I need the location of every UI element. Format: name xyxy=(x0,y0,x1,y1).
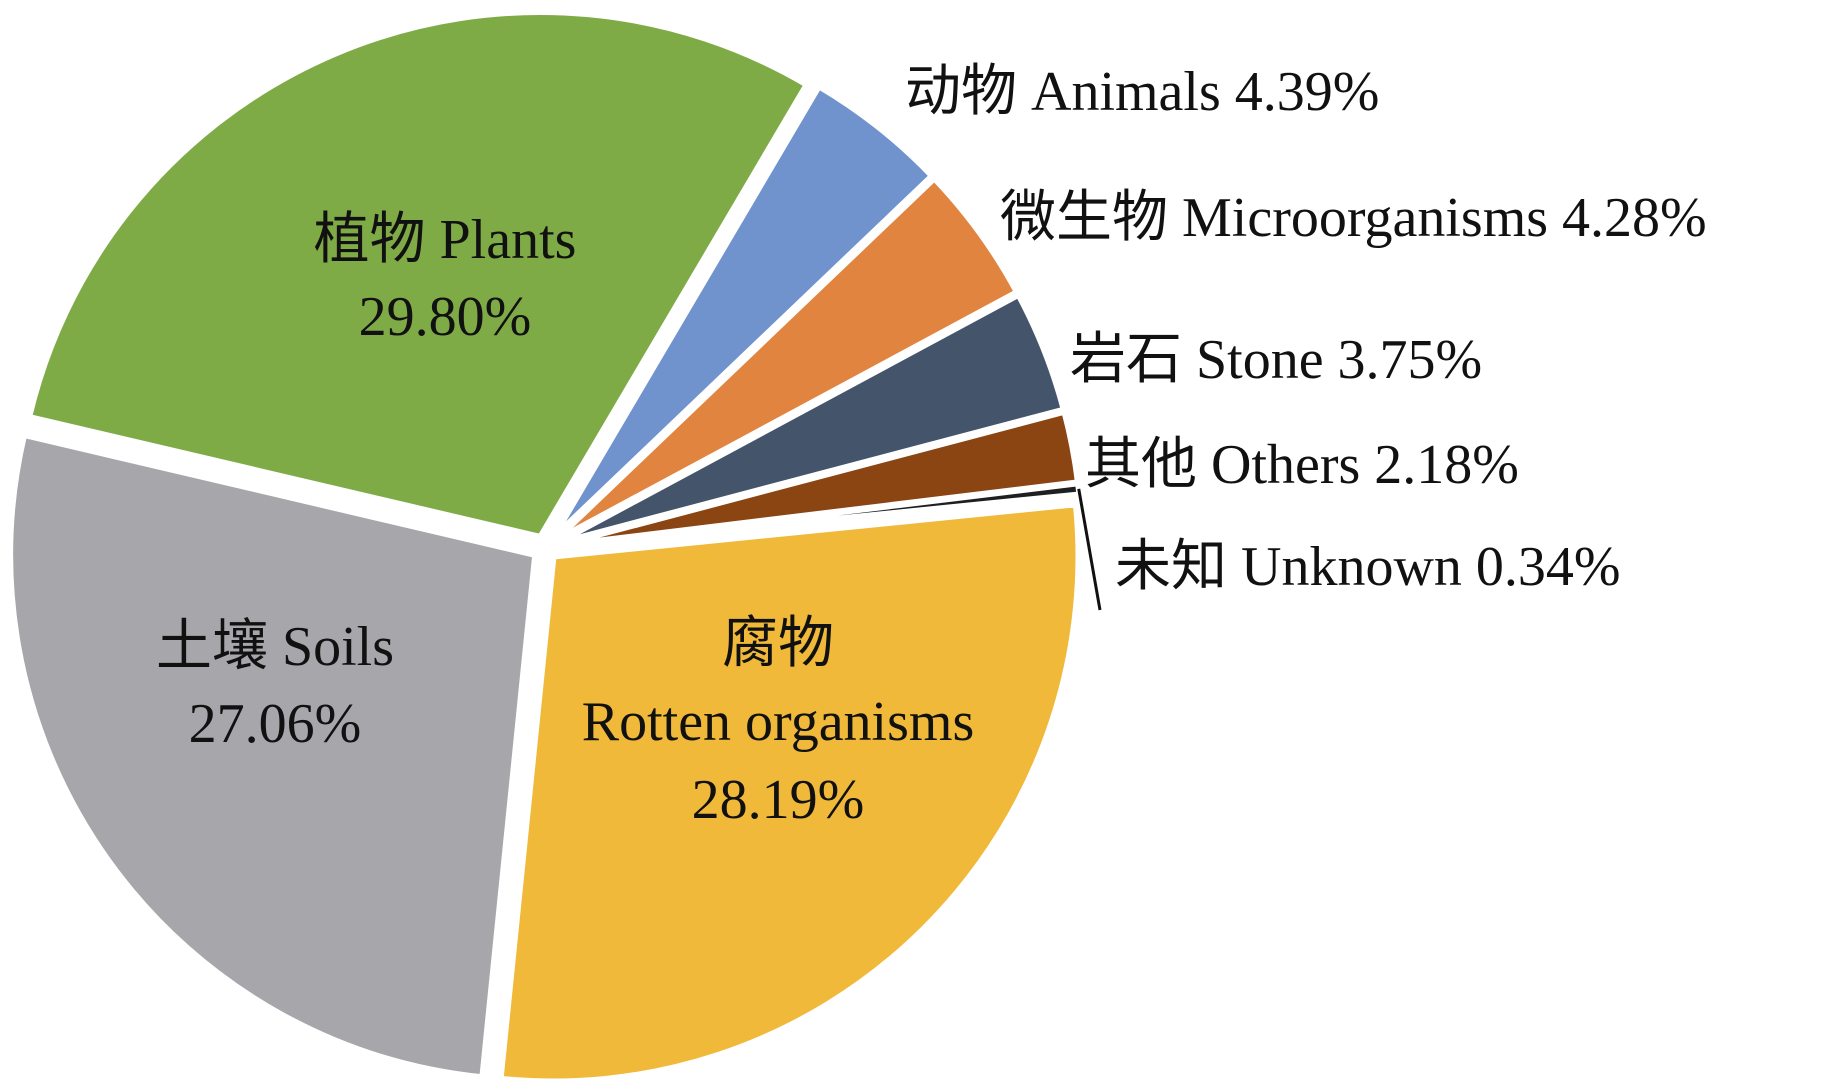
pie-slice-7 xyxy=(25,8,811,541)
slice-name-label-5: 腐物 xyxy=(722,613,834,675)
slice-name-label-5: Rotten organisms xyxy=(582,691,975,753)
slice-label-1: 微生物 Microorganisms 4.28% xyxy=(1000,187,1707,249)
pie-slice-1 xyxy=(552,174,1022,544)
slice-value-label-6: 27.06% xyxy=(189,693,362,755)
pie-labels: 动物 Animals 4.39% 微生物 Microorganisms 4.28%… xyxy=(156,61,1707,831)
pie-slices xyxy=(7,8,1083,1085)
slice-value-label-7: 29.80% xyxy=(359,286,532,348)
slice-name-label-7: 植物 Plants xyxy=(314,209,577,271)
slice-label-3: 其他 Others 2.18% xyxy=(1085,434,1519,496)
pie-slice-6 xyxy=(7,431,539,1081)
slice-name-label-6: 土壤 Soils xyxy=(156,616,394,678)
leader-line-4 xyxy=(1077,488,1102,611)
slice-value-label-5: 28.19% xyxy=(692,769,865,831)
slice-label-2: 岩石 Stone 3.75% xyxy=(1070,329,1482,391)
slice-label-0: 动物 Animals 4.39% xyxy=(905,61,1379,123)
pie-slice-5 xyxy=(497,500,1082,1085)
pie-slice-0 xyxy=(549,82,937,541)
slice-label-4: 未知 Unknown 0.34% xyxy=(1115,536,1621,598)
